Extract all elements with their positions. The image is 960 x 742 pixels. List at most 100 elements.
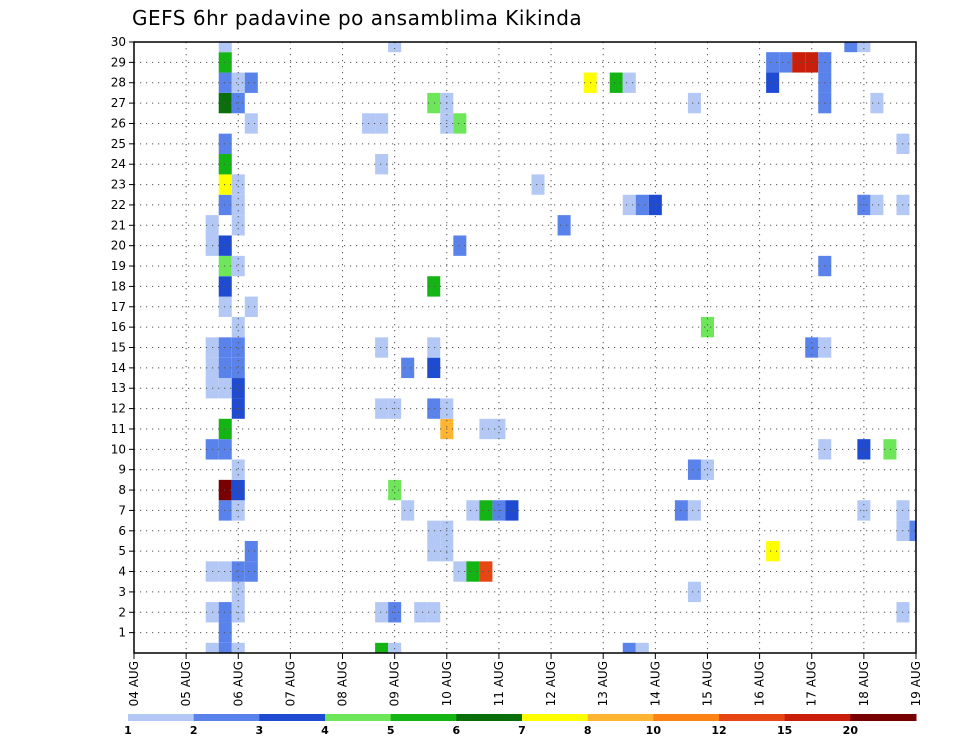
- heatmap-cell: [218, 602, 232, 623]
- colorbar-label: 6: [453, 724, 461, 737]
- x-tick-label: 07 AUG: [283, 661, 297, 706]
- heatmap-cell: [870, 92, 884, 114]
- heatmap-cell: [805, 52, 819, 73]
- y-tick-label: 23: [111, 178, 126, 192]
- heatmap-cell: [870, 194, 884, 216]
- y-tick-label: 20: [111, 239, 126, 253]
- x-tick-label: 09 AUG: [388, 661, 402, 706]
- heatmap-cell: [218, 133, 232, 155]
- heatmap-cell: [218, 357, 232, 379]
- heatmap-cell: [687, 500, 701, 521]
- colorbar-swatch: [128, 714, 195, 721]
- heatmap-cell: [375, 113, 389, 134]
- heatmap-cell: [218, 296, 232, 317]
- x-tick-label: 10 AUG: [440, 661, 454, 706]
- colorbar-swatch: [587, 714, 654, 721]
- heatmap-cell: [492, 418, 506, 440]
- colorbar-swatch: [522, 714, 589, 721]
- heatmap-cell: [231, 459, 245, 480]
- heatmap-cell: [218, 72, 232, 93]
- colorbar-label: 3: [256, 724, 264, 737]
- heatmap-cell: [231, 378, 245, 399]
- y-tick-label: 10: [111, 442, 126, 456]
- heatmap-cell: [766, 52, 780, 73]
- heatmap-cell: [231, 174, 245, 195]
- heatmap-cell: [231, 255, 245, 277]
- x-tick-label: 12 AUG: [544, 661, 558, 706]
- colorbar-label: 4: [321, 724, 329, 737]
- colorbar-label: 8: [584, 724, 592, 737]
- heatmap-cell: [218, 154, 232, 175]
- heatmap-cell: [218, 500, 232, 521]
- heatmap-cell: [231, 581, 245, 603]
- colorbar-swatch: [259, 714, 326, 721]
- y-tick-label: 4: [118, 565, 126, 579]
- x-tick-label: 04 AUG: [127, 661, 141, 706]
- heatmap-cell: [231, 337, 245, 358]
- heatmap-cell: [218, 561, 232, 582]
- heatmap-cell: [231, 479, 245, 501]
- heatmap-cell: [231, 72, 245, 93]
- heatmap-cell: [218, 235, 232, 256]
- heatmap-cell: [466, 561, 480, 582]
- y-tick-label: 14: [111, 361, 126, 375]
- heatmap-cell: [375, 337, 389, 358]
- colorbar-swatch: [784, 714, 851, 721]
- colorbar-label: 5: [387, 724, 395, 737]
- heatmap-cell: [427, 357, 441, 379]
- heatmap-cell: [388, 42, 402, 53]
- heatmap-cell: [427, 520, 441, 541]
- heatmap-cell: [622, 642, 636, 653]
- colorbar-swatch: [390, 714, 457, 721]
- y-tick-label: 27: [111, 96, 126, 110]
- heatmap-cell: [218, 42, 232, 53]
- heatmap-cell: [687, 92, 701, 114]
- grid-layer: [134, 42, 916, 653]
- heatmap-cell: [218, 92, 232, 114]
- heatmap-cell: [244, 113, 258, 134]
- y-tick-label: 3: [118, 585, 126, 599]
- heatmap-cell: [909, 520, 916, 541]
- heatmap-cell: [557, 215, 571, 236]
- heatmap-cell: [218, 479, 232, 501]
- y-tick-label: 11: [111, 422, 126, 436]
- heatmap-cell: [687, 581, 701, 603]
- x-tick-label: 13 AUG: [596, 661, 610, 706]
- y-tick-label: 1: [118, 626, 126, 640]
- heatmap-cell: [218, 622, 232, 643]
- heatmap-cell: [375, 154, 389, 175]
- heatmap-cell: [205, 642, 219, 653]
- heatmap-cell: [231, 316, 245, 338]
- heatmap-cell: [857, 439, 871, 460]
- heatmap-cell: [218, 642, 232, 653]
- heatmap-cell: [479, 418, 493, 440]
- heatmap-cell: [622, 72, 636, 93]
- y-tick-label: 12: [111, 402, 126, 416]
- y-axis: 1234567891011121314151617181920212223242…: [111, 35, 134, 640]
- colorbar-swatch: [850, 714, 917, 721]
- heatmap-cell: [792, 52, 806, 73]
- heatmap-cell: [479, 500, 493, 521]
- colorbar-label: 7: [518, 724, 526, 737]
- heatmap-cell: [427, 602, 441, 623]
- heatmap-cell: [231, 357, 245, 379]
- heatmap-cell: [622, 194, 636, 216]
- y-tick-label: 22: [111, 198, 126, 212]
- heatmap-cell: [244, 296, 258, 317]
- heatmap-cell: [453, 561, 467, 582]
- heatmap-cell: [218, 276, 232, 297]
- heatmap-cell: [883, 439, 897, 460]
- heatmap-cell: [218, 439, 232, 460]
- heatmap-cell: [687, 459, 701, 480]
- heatmap-cell: [375, 398, 389, 419]
- y-tick-label: 19: [111, 259, 126, 273]
- colorbar-label: 15: [777, 724, 792, 737]
- heatmap-cell: [635, 194, 649, 216]
- heatmap-cell: [427, 337, 441, 358]
- heatmap-cell: [674, 500, 688, 521]
- heatmap-cell: [453, 113, 467, 134]
- heatmap-cell: [466, 500, 480, 521]
- heatmap-cell: [531, 174, 545, 195]
- heatmap-cell: [857, 42, 871, 53]
